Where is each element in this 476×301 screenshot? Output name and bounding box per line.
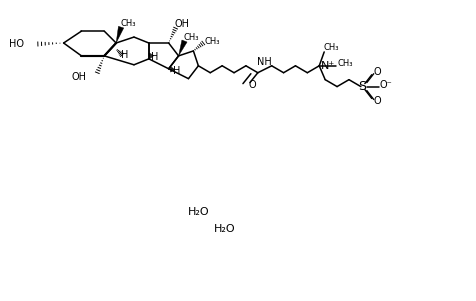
Polygon shape bbox=[116, 26, 124, 43]
Text: H: H bbox=[151, 52, 158, 62]
Text: H₂O: H₂O bbox=[188, 207, 209, 217]
Text: O⁻: O⁻ bbox=[380, 79, 392, 90]
Text: CH₃: CH₃ bbox=[184, 33, 199, 42]
Text: S: S bbox=[358, 80, 366, 93]
Text: NH: NH bbox=[258, 57, 272, 67]
Polygon shape bbox=[178, 40, 187, 56]
Text: CH₃: CH₃ bbox=[204, 36, 220, 45]
Text: HO: HO bbox=[9, 39, 24, 49]
Text: H: H bbox=[173, 66, 180, 76]
Text: CH₃: CH₃ bbox=[323, 43, 339, 52]
Text: CH₃: CH₃ bbox=[337, 59, 353, 68]
Text: O: O bbox=[374, 67, 381, 77]
Text: H₂O: H₂O bbox=[214, 224, 236, 234]
Text: N⁺: N⁺ bbox=[321, 61, 336, 71]
Text: OH: OH bbox=[71, 72, 87, 82]
Text: O: O bbox=[248, 79, 256, 90]
Text: CH₃: CH₃ bbox=[120, 19, 136, 28]
Text: OH: OH bbox=[175, 19, 189, 29]
Text: H: H bbox=[121, 50, 129, 60]
Text: O: O bbox=[374, 96, 381, 107]
